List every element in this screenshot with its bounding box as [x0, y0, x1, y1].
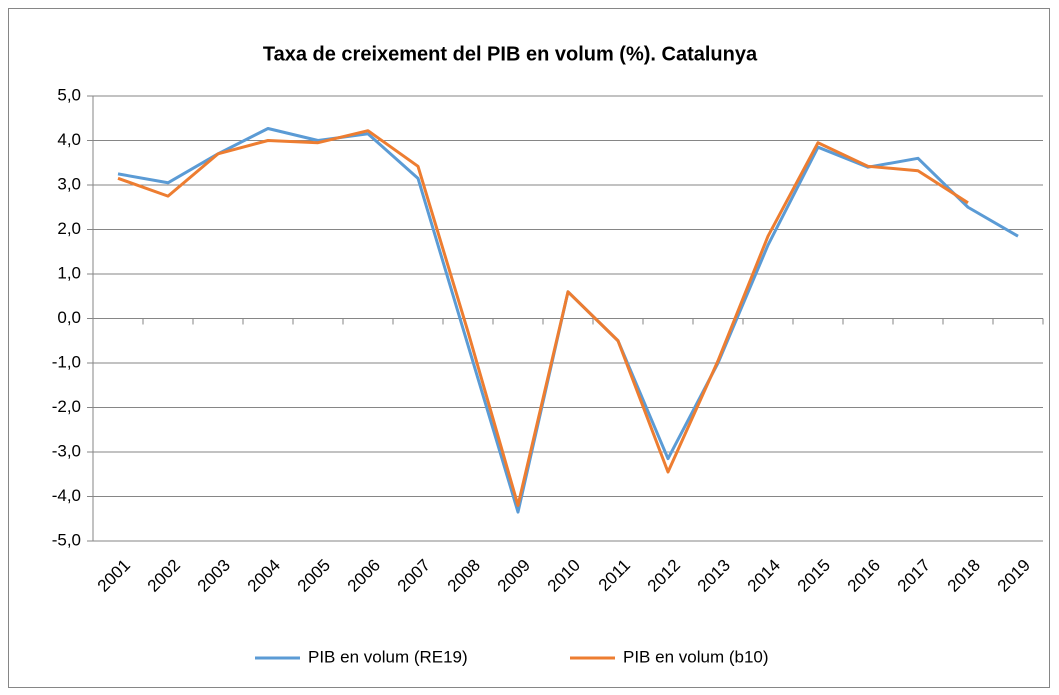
- y-tick-label: 2,0: [57, 219, 81, 238]
- y-tick-label: -3,0: [52, 441, 81, 460]
- y-tick-label: 0,0: [57, 308, 81, 327]
- series-line: [117, 129, 969, 507]
- y-tick-label: -4,0: [52, 486, 81, 505]
- y-tick-label: 4,0: [57, 130, 81, 149]
- y-tick-label: 5,0: [57, 85, 81, 104]
- legend-label: PIB en volum (b10): [623, 647, 769, 666]
- y-tick-label: -2,0: [52, 397, 81, 416]
- y-tick-label: -1,0: [52, 352, 81, 371]
- chart-frame: [8, 8, 1050, 688]
- legend-label: PIB en volum (RE19): [308, 647, 468, 666]
- y-tick-label: 3,0: [57, 174, 81, 193]
- y-tick-label: -5,0: [52, 530, 81, 549]
- chart-title: Taxa de creixement del PIB en volum (%).…: [263, 43, 758, 65]
- y-tick-label: 1,0: [57, 263, 81, 282]
